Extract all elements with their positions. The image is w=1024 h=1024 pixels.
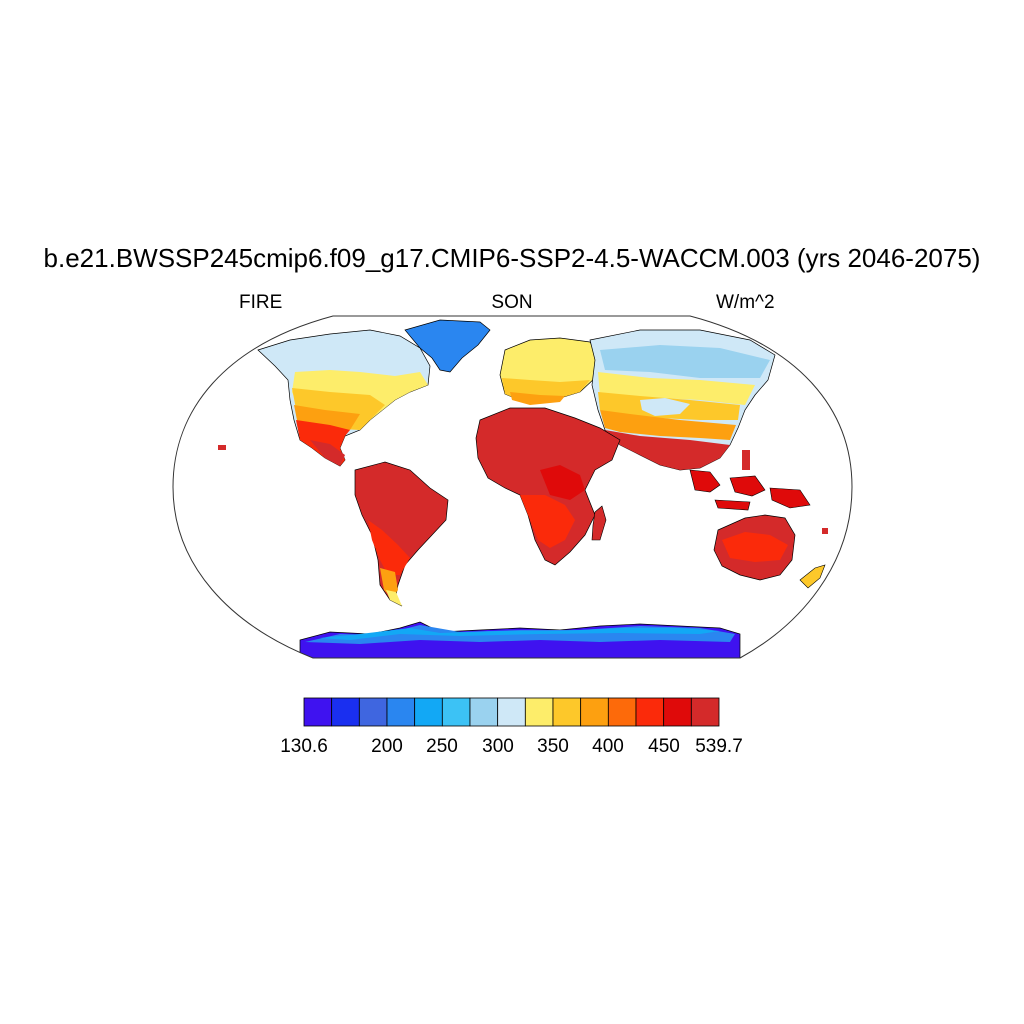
colorbar-box bbox=[607, 697, 637, 727]
map-boundary bbox=[172, 315, 853, 659]
greenland bbox=[404, 319, 491, 373]
colorbar-box bbox=[358, 697, 388, 727]
colorbar-box bbox=[635, 697, 665, 727]
units-label: W/m^2 bbox=[716, 292, 775, 313]
colorbar-tick-label: 539.7 bbox=[695, 736, 743, 757]
colorbar-box bbox=[663, 697, 692, 727]
colorbar-tick-label: 350 bbox=[537, 736, 569, 757]
colorbar-tick-label: 130.6 bbox=[280, 736, 328, 757]
land-fill-layer bbox=[218, 319, 828, 658]
colorbar-box bbox=[386, 697, 416, 727]
colorbar-tick-label: 450 bbox=[648, 736, 680, 757]
season-label: SON bbox=[491, 292, 533, 313]
colorbar-box bbox=[524, 697, 554, 727]
variable-label: FIRE bbox=[239, 292, 283, 313]
colorbar-box bbox=[552, 697, 582, 727]
map-title: b.e21.BWSSP245cmip6.f09_g17.CMIP6-SSP2-4… bbox=[43, 243, 981, 273]
colorbar-tick-label: 200 bbox=[371, 736, 403, 757]
colorbar-box bbox=[580, 697, 609, 727]
colorbar-box bbox=[331, 697, 360, 727]
colorbar-tick-label: 250 bbox=[426, 736, 458, 757]
colorbar-box bbox=[414, 697, 443, 727]
colorbar-box bbox=[303, 697, 333, 727]
maritime-continent bbox=[689, 469, 721, 493]
colorbar-box bbox=[690, 697, 720, 727]
colorbar-tick-label: 400 bbox=[592, 736, 624, 757]
colorbar-box bbox=[497, 697, 526, 727]
colorbar-box bbox=[469, 697, 499, 727]
colorbar-tick-label: 300 bbox=[482, 736, 514, 757]
colorbar-box bbox=[441, 697, 471, 727]
